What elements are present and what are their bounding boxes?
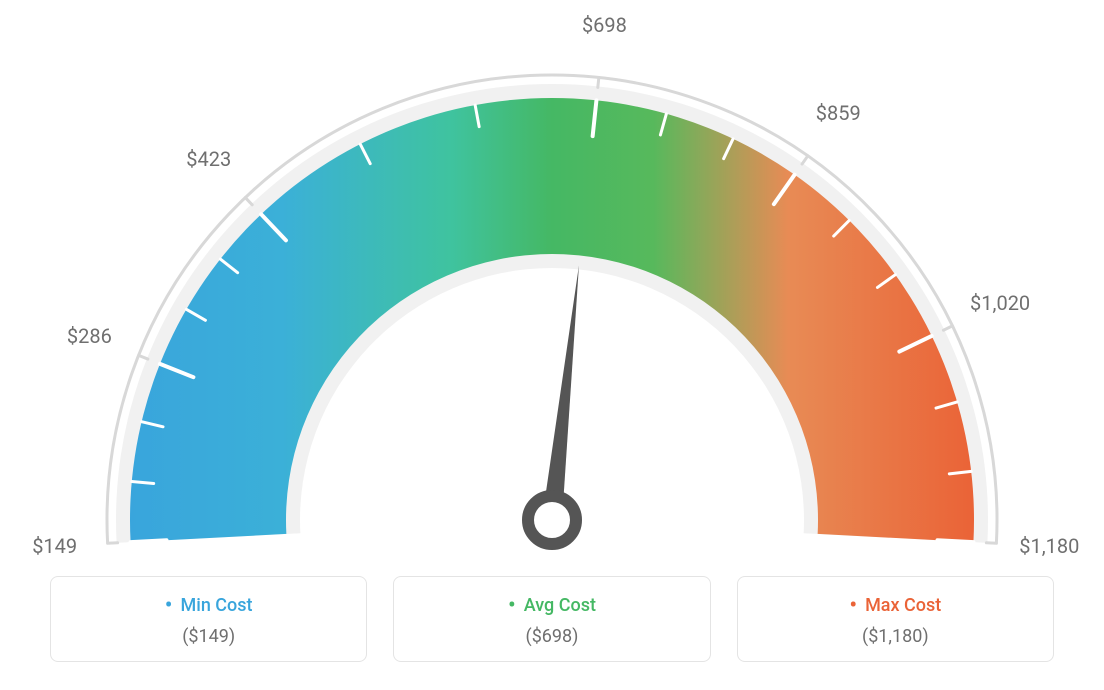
gauge-svg: [0, 0, 1104, 560]
gauge-tick-label: $423: [186, 147, 231, 171]
legend-card-min: Min Cost ($149): [50, 576, 367, 662]
gauge-area: $149 $286 $423 $698 $859 $1,020 $1,180: [0, 0, 1104, 560]
legend-min-value: ($149): [61, 626, 356, 647]
gauge-tick-label: $698: [582, 13, 627, 37]
gauge-tick-label: $1,020: [970, 291, 1030, 315]
gauge-rim-tick: [139, 355, 148, 359]
gauge-tick-label: $149: [32, 534, 77, 558]
gauge-tick-label: $859: [816, 101, 861, 125]
gauge-tick-label: $286: [67, 324, 112, 348]
gauge-rim-tick: [598, 77, 599, 87]
legend-max-title: Max Cost: [748, 593, 1043, 618]
gauge-tick-minor: [132, 481, 154, 483]
gauge-rim-tick: [802, 156, 808, 164]
legend-avg-title: Avg Cost: [404, 593, 699, 618]
gauge-tick-label: $1,180: [1019, 534, 1079, 558]
legend-row: Min Cost ($149) Avg Cost ($698) Max Cost…: [50, 576, 1054, 662]
legend-max-value: ($1,180): [748, 626, 1043, 647]
gauge-tick-major: [131, 540, 167, 542]
legend-min-title: Min Cost: [61, 593, 356, 618]
gauge-rim-tick: [986, 543, 996, 544]
gauge-rim-tick: [245, 198, 252, 205]
gauge-needle: [542, 265, 579, 521]
gauge-tick-major: [937, 540, 973, 542]
legend-card-max: Max Cost ($1,180): [737, 576, 1054, 662]
gauge-rim-tick: [943, 326, 952, 330]
legend-card-avg: Avg Cost ($698): [393, 576, 710, 662]
gauge-rim-tick: [108, 543, 118, 544]
chart-container: $149 $286 $423 $698 $859 $1,020 $1,180 Min Cos…: [0, 0, 1104, 690]
legend-avg-value: ($698): [404, 626, 699, 647]
gauge-needle-hub: [528, 496, 576, 544]
